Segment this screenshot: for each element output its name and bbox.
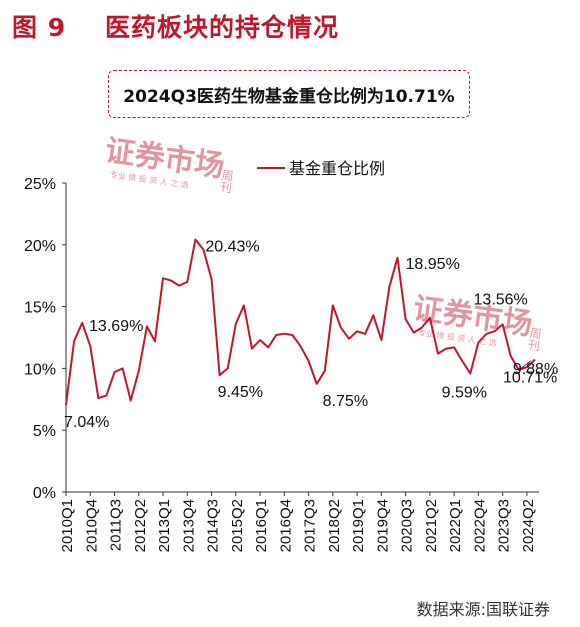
x-tick-label: 2010Q4 (83, 499, 100, 552)
x-tick-label: 2021Q2 (423, 499, 440, 552)
chart-axes: 0% 5% 10% 15% 20% 25% 2010Q1 2010Q4 2011Q3 2012Q2… (24, 176, 539, 552)
leader-line (520, 360, 532, 369)
x-tick-label: 2015Q2 (229, 499, 246, 552)
x-tick-label: 2016Q4 (277, 499, 294, 552)
source-note: 数据来源:国联证券 (417, 596, 550, 620)
chart-legend: 基金重仓比例 (257, 159, 385, 178)
y-tick-label: 0% (33, 485, 56, 502)
data-label: 10.71% (503, 370, 557, 387)
series-line (65, 238, 536, 406)
x-tick-label: 2013Q1 (156, 499, 173, 552)
source-text: 数据来源:国联证券 (416, 600, 550, 619)
x-tick-label: 2012Q2 (132, 499, 149, 552)
figure-label: 图 9 (12, 13, 67, 42)
x-tick-label: 2023Q3 (496, 499, 513, 552)
y-tick-label: 5% (33, 423, 56, 440)
figure-title: 图 9 医药板块的持仓情况 (12, 8, 339, 44)
data-label: 13.56% (474, 291, 528, 308)
x-tick-label: 2018Q2 (326, 499, 343, 552)
x-tick-label: 2022Q4 (471, 499, 488, 552)
figure-title-text: 医药板块的持仓情况 (104, 13, 339, 42)
x-tick-label: 2024Q2 (520, 499, 537, 552)
x-tick-label: 2022Q1 (447, 499, 464, 552)
legend-label: 基金重仓比例 (289, 159, 385, 178)
x-tick-label: 2014Q3 (205, 499, 222, 552)
y-tick-label: 10% (24, 361, 56, 378)
data-label: 20.43% (205, 238, 259, 255)
note-box: 2024Q3医药生物基金重仓比例为10.71% (108, 70, 470, 118)
y-tick-label: 25% (24, 176, 56, 193)
data-label: 9.88% (513, 361, 558, 378)
x-tick-label: 2011Q3 (108, 499, 125, 551)
x-tick-label: 2013Q4 (180, 499, 197, 552)
x-tick-label: 2019Q1 (350, 499, 367, 552)
data-label: 8.75% (323, 393, 368, 410)
data-label: 13.69% (89, 318, 143, 335)
data-label: 9.59% (442, 384, 487, 401)
data-label: 9.45% (218, 384, 263, 401)
x-tick-label: 2017Q3 (302, 499, 319, 552)
chart-series (65, 238, 536, 406)
note-text: 2024Q3医药生物基金重仓比例为10.71% (123, 86, 455, 107)
y-tick-label: 15% (24, 300, 56, 317)
y-tick-label: 20% (24, 238, 56, 255)
x-tick-label: 2019Q4 (374, 499, 391, 552)
x-tick-label: 2020Q3 (399, 499, 416, 552)
watermark-side: 周刊 (526, 326, 543, 352)
x-tick-label: 2016Q1 (253, 499, 270, 552)
x-tick-label: 2010Q1 (59, 499, 76, 552)
data-labels: 7.04% 13.69% 20.43% 9.45% 8.75% 18.95% 9.59% 13… (64, 238, 558, 431)
watermark-side: 周刊 (218, 168, 235, 194)
data-label: 7.04% (64, 414, 109, 431)
data-label: 18.95% (406, 256, 460, 273)
